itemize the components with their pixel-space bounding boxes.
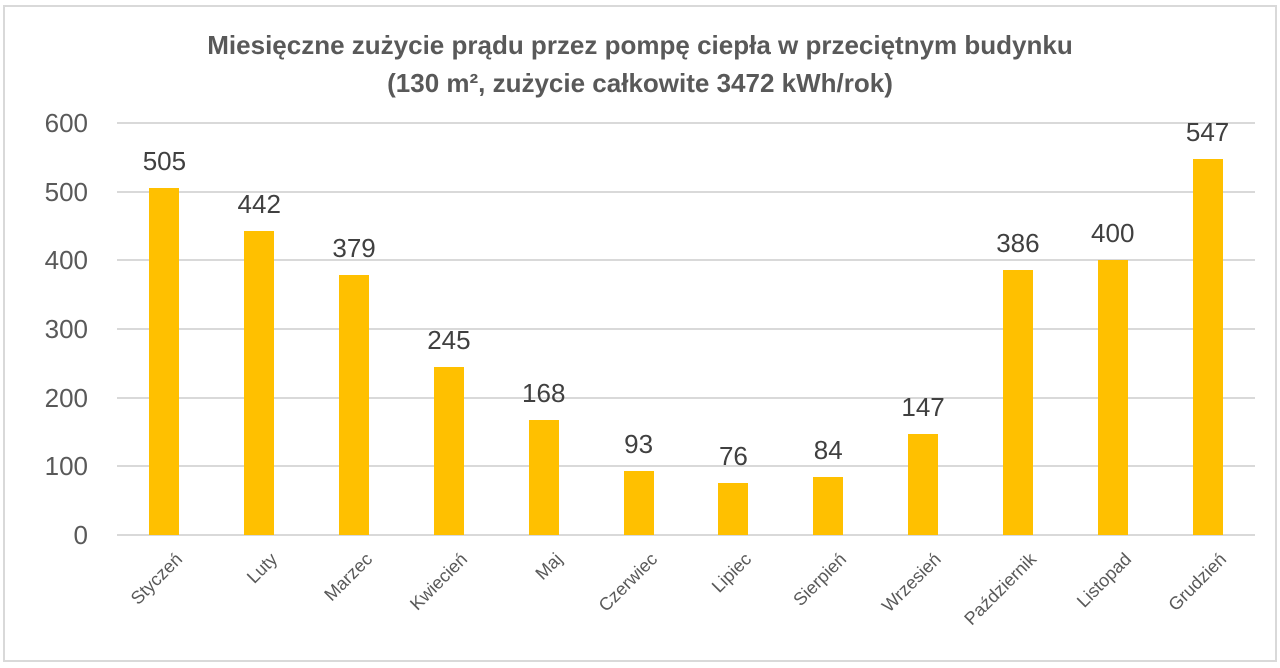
gridline <box>117 190 1255 193</box>
bar <box>149 188 180 535</box>
bar <box>1192 159 1223 535</box>
bar <box>813 477 844 535</box>
bar-value-label: 147 <box>901 392 945 423</box>
y-tick-label: 300 <box>44 314 88 344</box>
bar <box>528 419 559 535</box>
y-tick-label: 500 <box>44 176 88 207</box>
bar-value-label: 245 <box>427 324 471 355</box>
gridline <box>117 396 1255 399</box>
bar-value-label: 76 <box>718 440 748 471</box>
bar <box>244 231 275 535</box>
gridline <box>117 534 1255 536</box>
bar-value-label: 168 <box>522 377 566 408</box>
bar-value-label: 386 <box>996 227 1040 258</box>
chart-title: Miesięczne zużycie prądu przez pompę cie… <box>0 26 1280 102</box>
bar-value-label: 400 <box>1091 218 1135 249</box>
y-tick-label: 0 <box>73 520 88 550</box>
y-tick-label: 400 <box>44 245 88 276</box>
bar <box>433 366 464 535</box>
bar <box>623 471 654 535</box>
chart-frame <box>3 5 1277 662</box>
chart-title-line-1: Miesięczne zużycie prądu przez pompę cie… <box>207 30 1073 60</box>
bar-value-label: 379 <box>332 232 376 263</box>
bar <box>1002 269 1033 535</box>
bar <box>339 274 370 535</box>
bar-value-label: 84 <box>813 435 843 466</box>
gridline <box>117 259 1255 262</box>
bar-value-label: 93 <box>624 429 654 460</box>
bar <box>1097 260 1128 535</box>
y-tick-label: 200 <box>44 382 88 413</box>
chart-title-line-2: (130 m², zużycie całkowite 3472 kWh/rok) <box>387 68 893 98</box>
bar-value-label: 442 <box>237 189 281 220</box>
bar-value-label: 547 <box>1185 117 1230 148</box>
gridline <box>117 328 1255 330</box>
bar <box>718 482 749 535</box>
bar-value-label: 505 <box>142 146 187 177</box>
bar <box>908 434 939 535</box>
y-tick-label: 600 <box>44 108 88 138</box>
y-tick-label: 100 <box>44 451 88 482</box>
gridline <box>117 122 1255 124</box>
gridline <box>117 465 1255 468</box>
